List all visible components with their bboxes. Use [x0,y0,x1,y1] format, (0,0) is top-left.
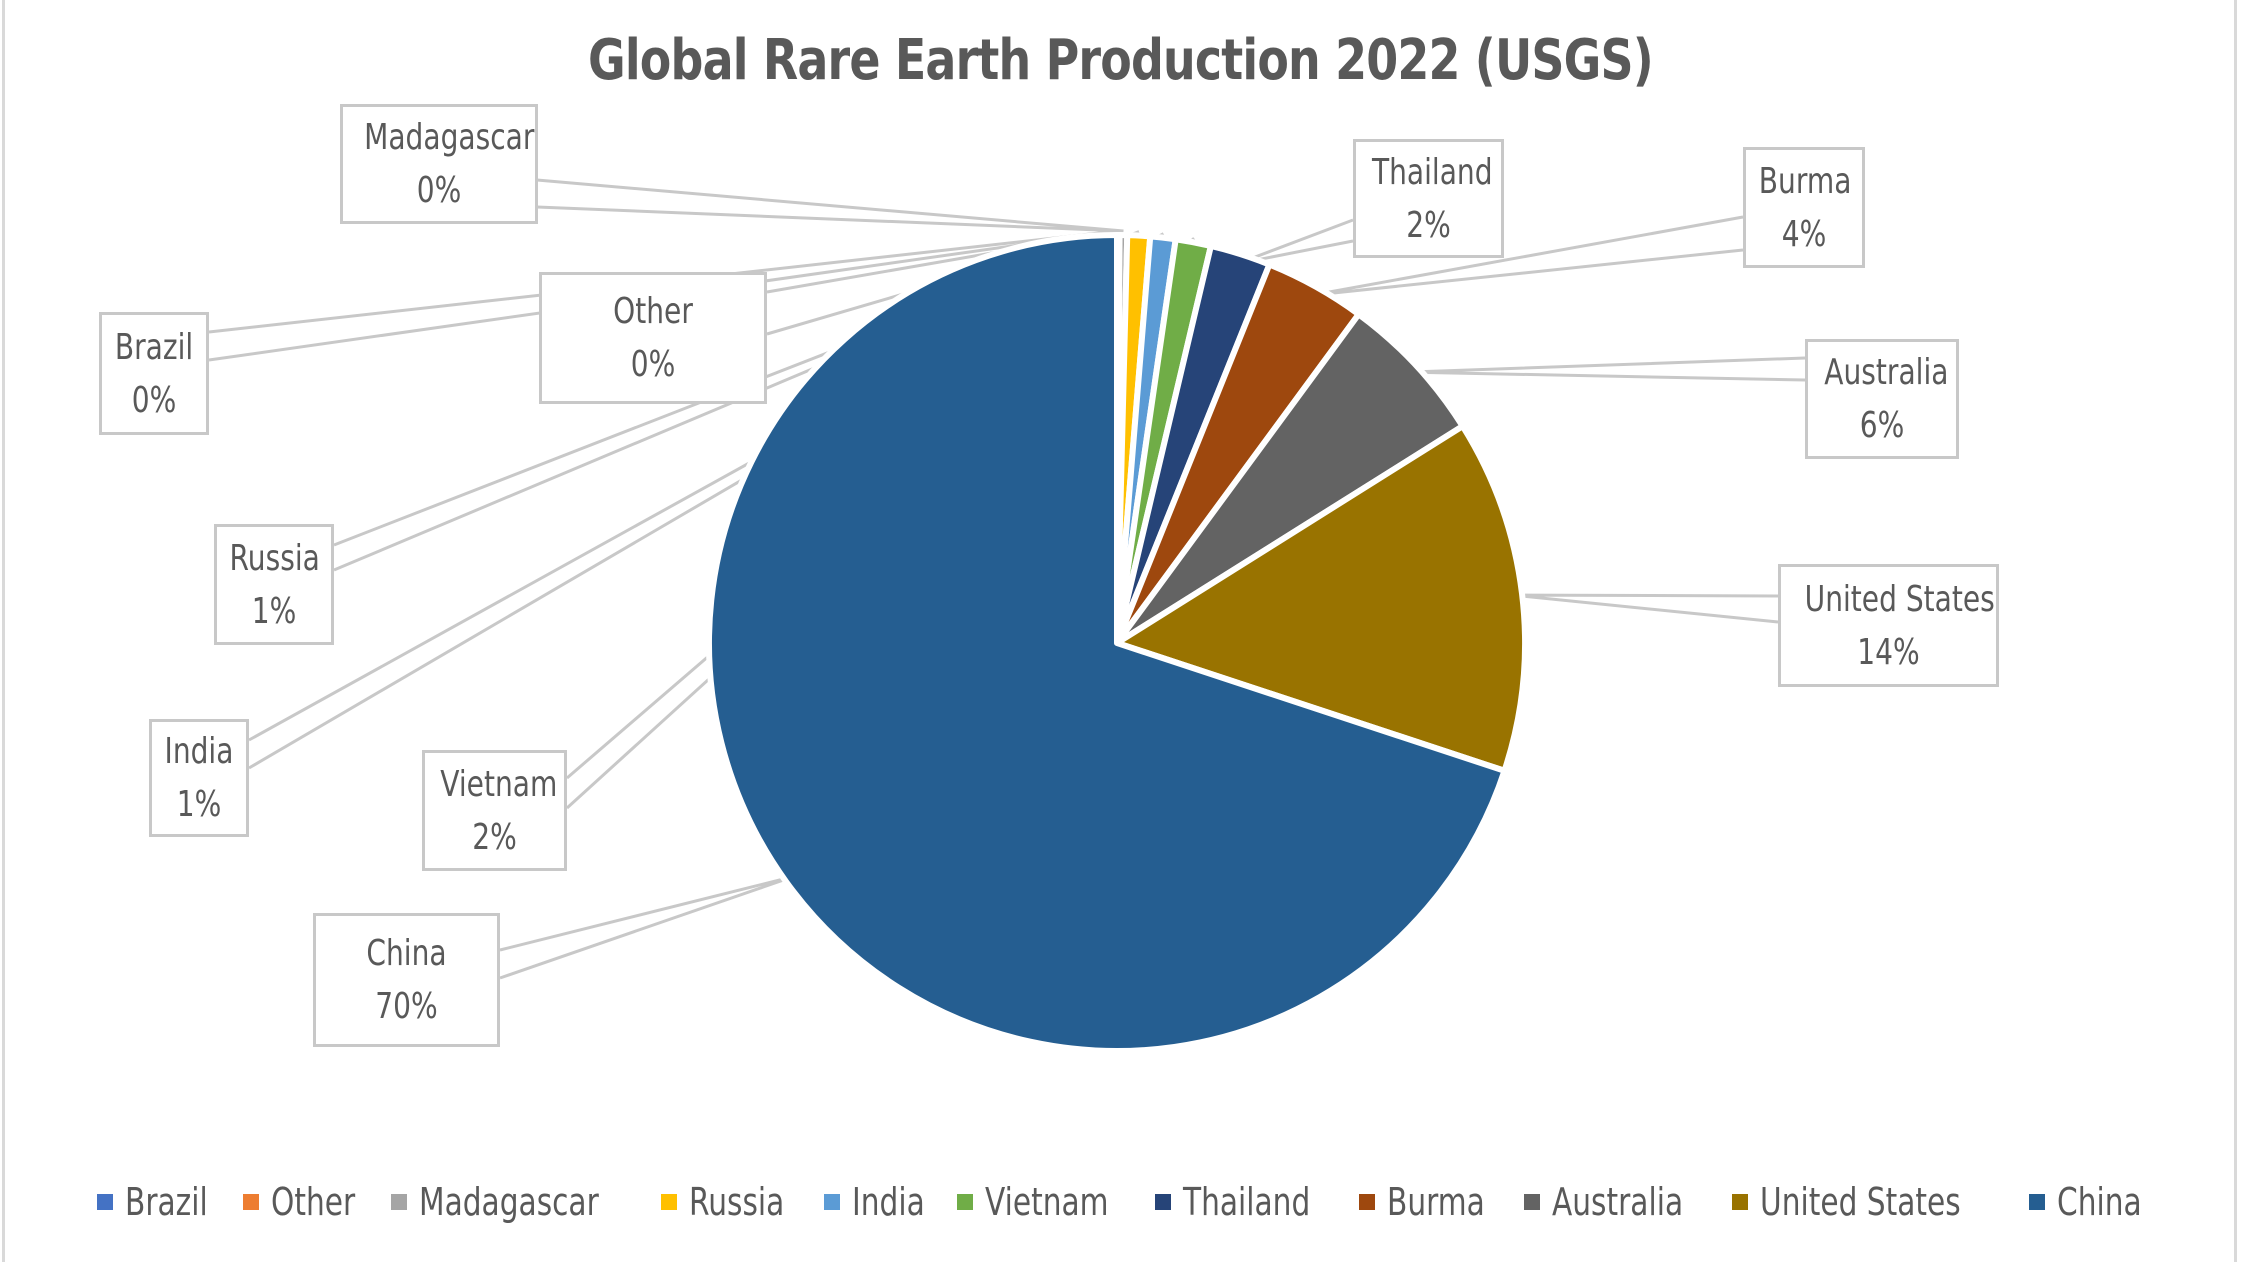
data-label-russia: Russia 1% [214,524,334,645]
pie-slice-australia [1114,311,1466,646]
pie-slice-united-states [1114,423,1528,774]
legend-swatch [2029,1194,2046,1210]
legend-swatch [243,1194,260,1210]
data-label-united-states: United States 14% [1778,564,1999,687]
legend-swatch [1732,1194,1749,1210]
legend-swatch [823,1194,840,1210]
pie-slice-china [706,232,1508,1054]
leader-line-australia [1408,356,1806,382]
leader-line-india [248,232,1165,770]
data-label-australia: Australia 6% [1805,339,1959,459]
leader-line-russia [333,230,1140,572]
data-label-thailand: Thailand 2% [1353,139,1504,258]
legend-swatch [390,1194,407,1210]
data-label-india: India 1% [149,719,249,837]
chart-legend: Brazil Other Madagascar Russia India Vie… [0,1180,2241,1224]
legend-item-madagascar: Madagascar [390,1180,628,1224]
chart-title: Global Rare Earth Production 2022 (USGS) [588,28,1654,93]
legend-swatch [1155,1194,1172,1210]
legend-item-other: Other [243,1180,357,1224]
legend-swatch [1358,1194,1375,1210]
legend-swatch [661,1194,678,1210]
legend-item-burma: Burma [1358,1180,1490,1224]
legend-item-india: India [823,1180,924,1224]
legend-swatch [1524,1194,1540,1210]
legend-item-china: China [2029,1180,2144,1224]
legend-item-united-states: United States [1732,1180,1995,1224]
data-label-brazil: Brazil 0% [99,312,209,435]
legend-swatch [97,1194,114,1210]
data-label-china: China 70% [313,913,500,1047]
legend-item-brazil: Brazil [97,1180,209,1224]
legend-item-vietnam: Vietnam [956,1180,1121,1224]
leader-line-china [499,874,795,980]
data-label-other: Other 0% [539,272,767,404]
pie-slices [706,231,1528,1054]
legend-item-australia: Australia [1524,1180,1698,1224]
legend-swatch [956,1194,973,1210]
data-label-burma: Burma 4% [1743,147,1865,268]
data-label-vietnam: Vietnam 2% [422,750,567,871]
leader-line-madagascar [536,178,1124,233]
data-label-madagascar: Madagascar 0% [340,104,538,224]
leader-line-united-states [1511,593,1779,624]
legend-item-russia: Russia [661,1180,789,1224]
legend-item-thailand: Thailand [1155,1180,1324,1224]
